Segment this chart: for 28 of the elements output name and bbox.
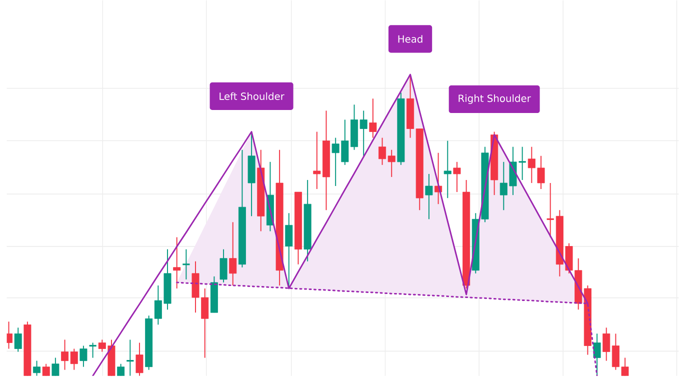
candlestick xyxy=(6,321,13,350)
candlestick xyxy=(14,327,22,352)
candlestick xyxy=(80,345,88,368)
text: Head xyxy=(398,35,422,43)
candlestick xyxy=(88,342,98,358)
candlestick xyxy=(220,248,228,284)
candlestick xyxy=(602,327,610,362)
candlestick xyxy=(42,363,50,376)
candlestick xyxy=(52,357,60,376)
annotation: Right Shoulder xyxy=(458,94,531,104)
candlestick xyxy=(593,333,601,376)
candlestick xyxy=(182,248,191,280)
candlestick xyxy=(229,222,237,286)
candlestick xyxy=(453,162,461,193)
candlestick xyxy=(61,339,69,371)
annotation: Left Shoulder xyxy=(220,92,284,100)
candlestick xyxy=(285,212,293,290)
candlestick xyxy=(33,360,41,376)
candlestick xyxy=(117,363,125,376)
candlestick xyxy=(444,140,452,199)
candlestick xyxy=(369,98,377,138)
candlestick xyxy=(70,348,78,371)
candlestick xyxy=(136,342,144,376)
candlestick xyxy=(425,174,433,220)
candlestick xyxy=(173,236,181,290)
candlestick xyxy=(126,339,134,376)
candlestick xyxy=(546,182,555,238)
candlestick xyxy=(518,146,527,181)
